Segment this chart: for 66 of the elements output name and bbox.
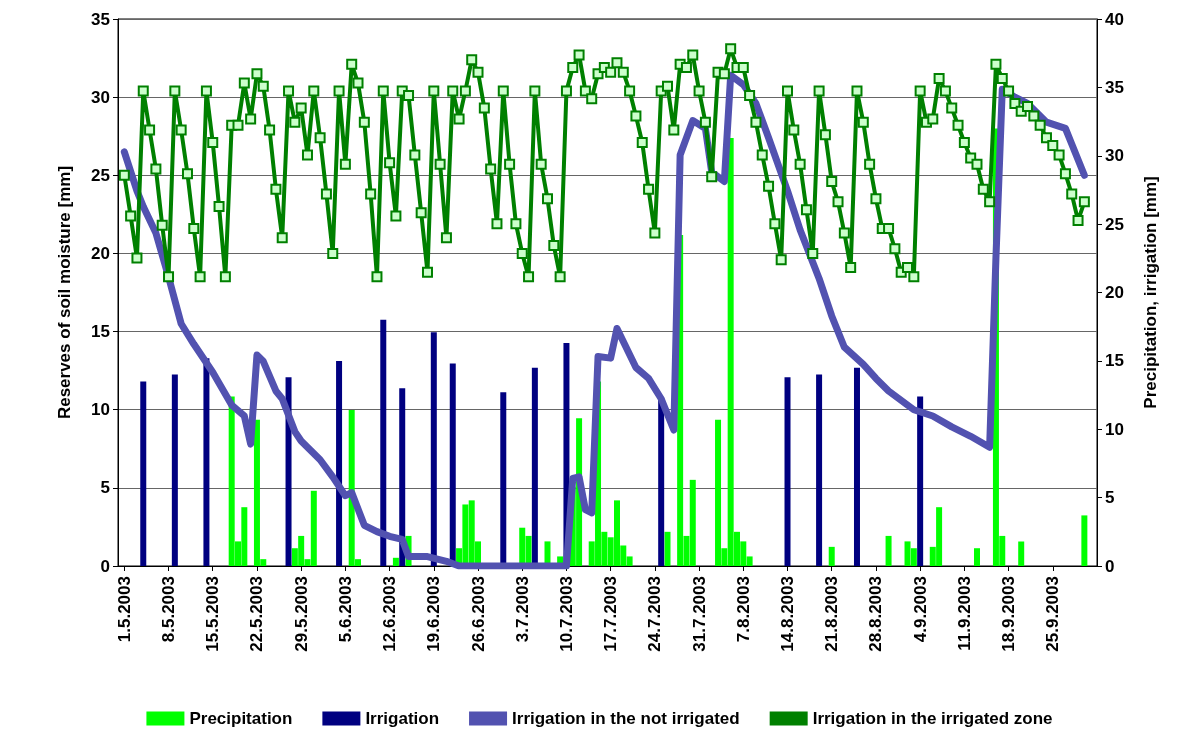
y2-tick-label: 30 bbox=[1105, 146, 1124, 166]
x-tick-label: 24.7.2003 bbox=[645, 576, 665, 652]
y-tick-label: 25 bbox=[91, 165, 110, 185]
x-tick-label: 26.6.2003 bbox=[468, 576, 488, 652]
x-tick-label: 10.7.2003 bbox=[556, 576, 576, 652]
bar bbox=[885, 535, 892, 566]
x-tick-label: 18.9.2003 bbox=[999, 576, 1019, 652]
bar bbox=[828, 546, 835, 566]
bar bbox=[816, 374, 823, 566]
bar bbox=[171, 374, 178, 566]
bar bbox=[531, 367, 538, 566]
bar bbox=[853, 367, 860, 566]
x-tick-label: 21.8.2003 bbox=[822, 576, 842, 652]
x-tick-label: 31.7.2003 bbox=[689, 576, 709, 652]
bar bbox=[500, 392, 507, 566]
y-tick-label: 10 bbox=[91, 400, 110, 420]
x-tick-label: 12.6.2003 bbox=[380, 576, 400, 652]
y2-axis-title: Precipitation, irrigation [mm] bbox=[1141, 176, 1160, 409]
x-tick-label: 7.8.2003 bbox=[733, 576, 753, 643]
x-tick-label: 11.9.2003 bbox=[954, 576, 974, 651]
y-tick-label: 35 bbox=[91, 9, 110, 29]
legend-label: Irrigation in the irrigated zone bbox=[812, 709, 1053, 728]
bar bbox=[1081, 515, 1088, 566]
x-tick-label: 17.7.2003 bbox=[601, 576, 621, 652]
y-tick-label: 0 bbox=[100, 556, 110, 576]
x-tick-label: 3.7.2003 bbox=[512, 576, 532, 643]
bar bbox=[399, 388, 406, 566]
x-tick-label: 22.5.2003 bbox=[247, 576, 267, 652]
bar bbox=[203, 358, 210, 566]
bar bbox=[392, 557, 399, 566]
y-axis-title: Reserves of soil moisture [mm] bbox=[55, 165, 74, 420]
bar bbox=[430, 332, 437, 566]
y-tick-label: 15 bbox=[91, 322, 110, 342]
bar bbox=[140, 381, 147, 566]
bar bbox=[784, 377, 791, 566]
y2-tick-label: 25 bbox=[1105, 214, 1124, 234]
bar bbox=[285, 377, 292, 566]
x-tick-label: 5.6.2003 bbox=[335, 576, 355, 643]
x-tick-label: 1.5.2003 bbox=[114, 576, 134, 643]
x-tick-label: 15.5.2003 bbox=[203, 576, 223, 652]
x-tick-label: 28.8.2003 bbox=[866, 576, 886, 652]
x-tick-label: 14.8.2003 bbox=[778, 576, 798, 652]
legend-label: Precipitation bbox=[189, 709, 293, 728]
y2-tick-label: 15 bbox=[1105, 351, 1124, 371]
y2-tick-label: 0 bbox=[1105, 556, 1115, 576]
y2-tick-label: 5 bbox=[1105, 488, 1115, 508]
bar bbox=[917, 396, 924, 566]
legend-label: Irrigation in the not irrigated bbox=[512, 709, 740, 728]
x-tick-label: 19.6.2003 bbox=[424, 576, 444, 652]
bar bbox=[336, 360, 343, 566]
x-tick-label: 8.5.2003 bbox=[159, 576, 179, 643]
x-tick-label: 25.9.2003 bbox=[1043, 576, 1063, 652]
y2-tick-label: 20 bbox=[1105, 283, 1124, 302]
legend-label: Irrigation bbox=[365, 709, 440, 728]
y2-tick-label: 10 bbox=[1105, 419, 1124, 439]
bar bbox=[1018, 541, 1025, 566]
bar bbox=[973, 548, 980, 566]
x-tick-label: 29.5.2003 bbox=[291, 576, 311, 652]
bar bbox=[380, 319, 387, 566]
y-tick-label: 20 bbox=[91, 243, 110, 263]
y-tick-label: 30 bbox=[91, 87, 110, 107]
x-tick-label: 4.9.2003 bbox=[910, 576, 930, 643]
bar bbox=[664, 531, 671, 566]
y2-tick-label: 40 bbox=[1105, 9, 1124, 29]
y-tick-label: 5 bbox=[100, 478, 110, 498]
y2-tick-label: 35 bbox=[1105, 77, 1124, 97]
